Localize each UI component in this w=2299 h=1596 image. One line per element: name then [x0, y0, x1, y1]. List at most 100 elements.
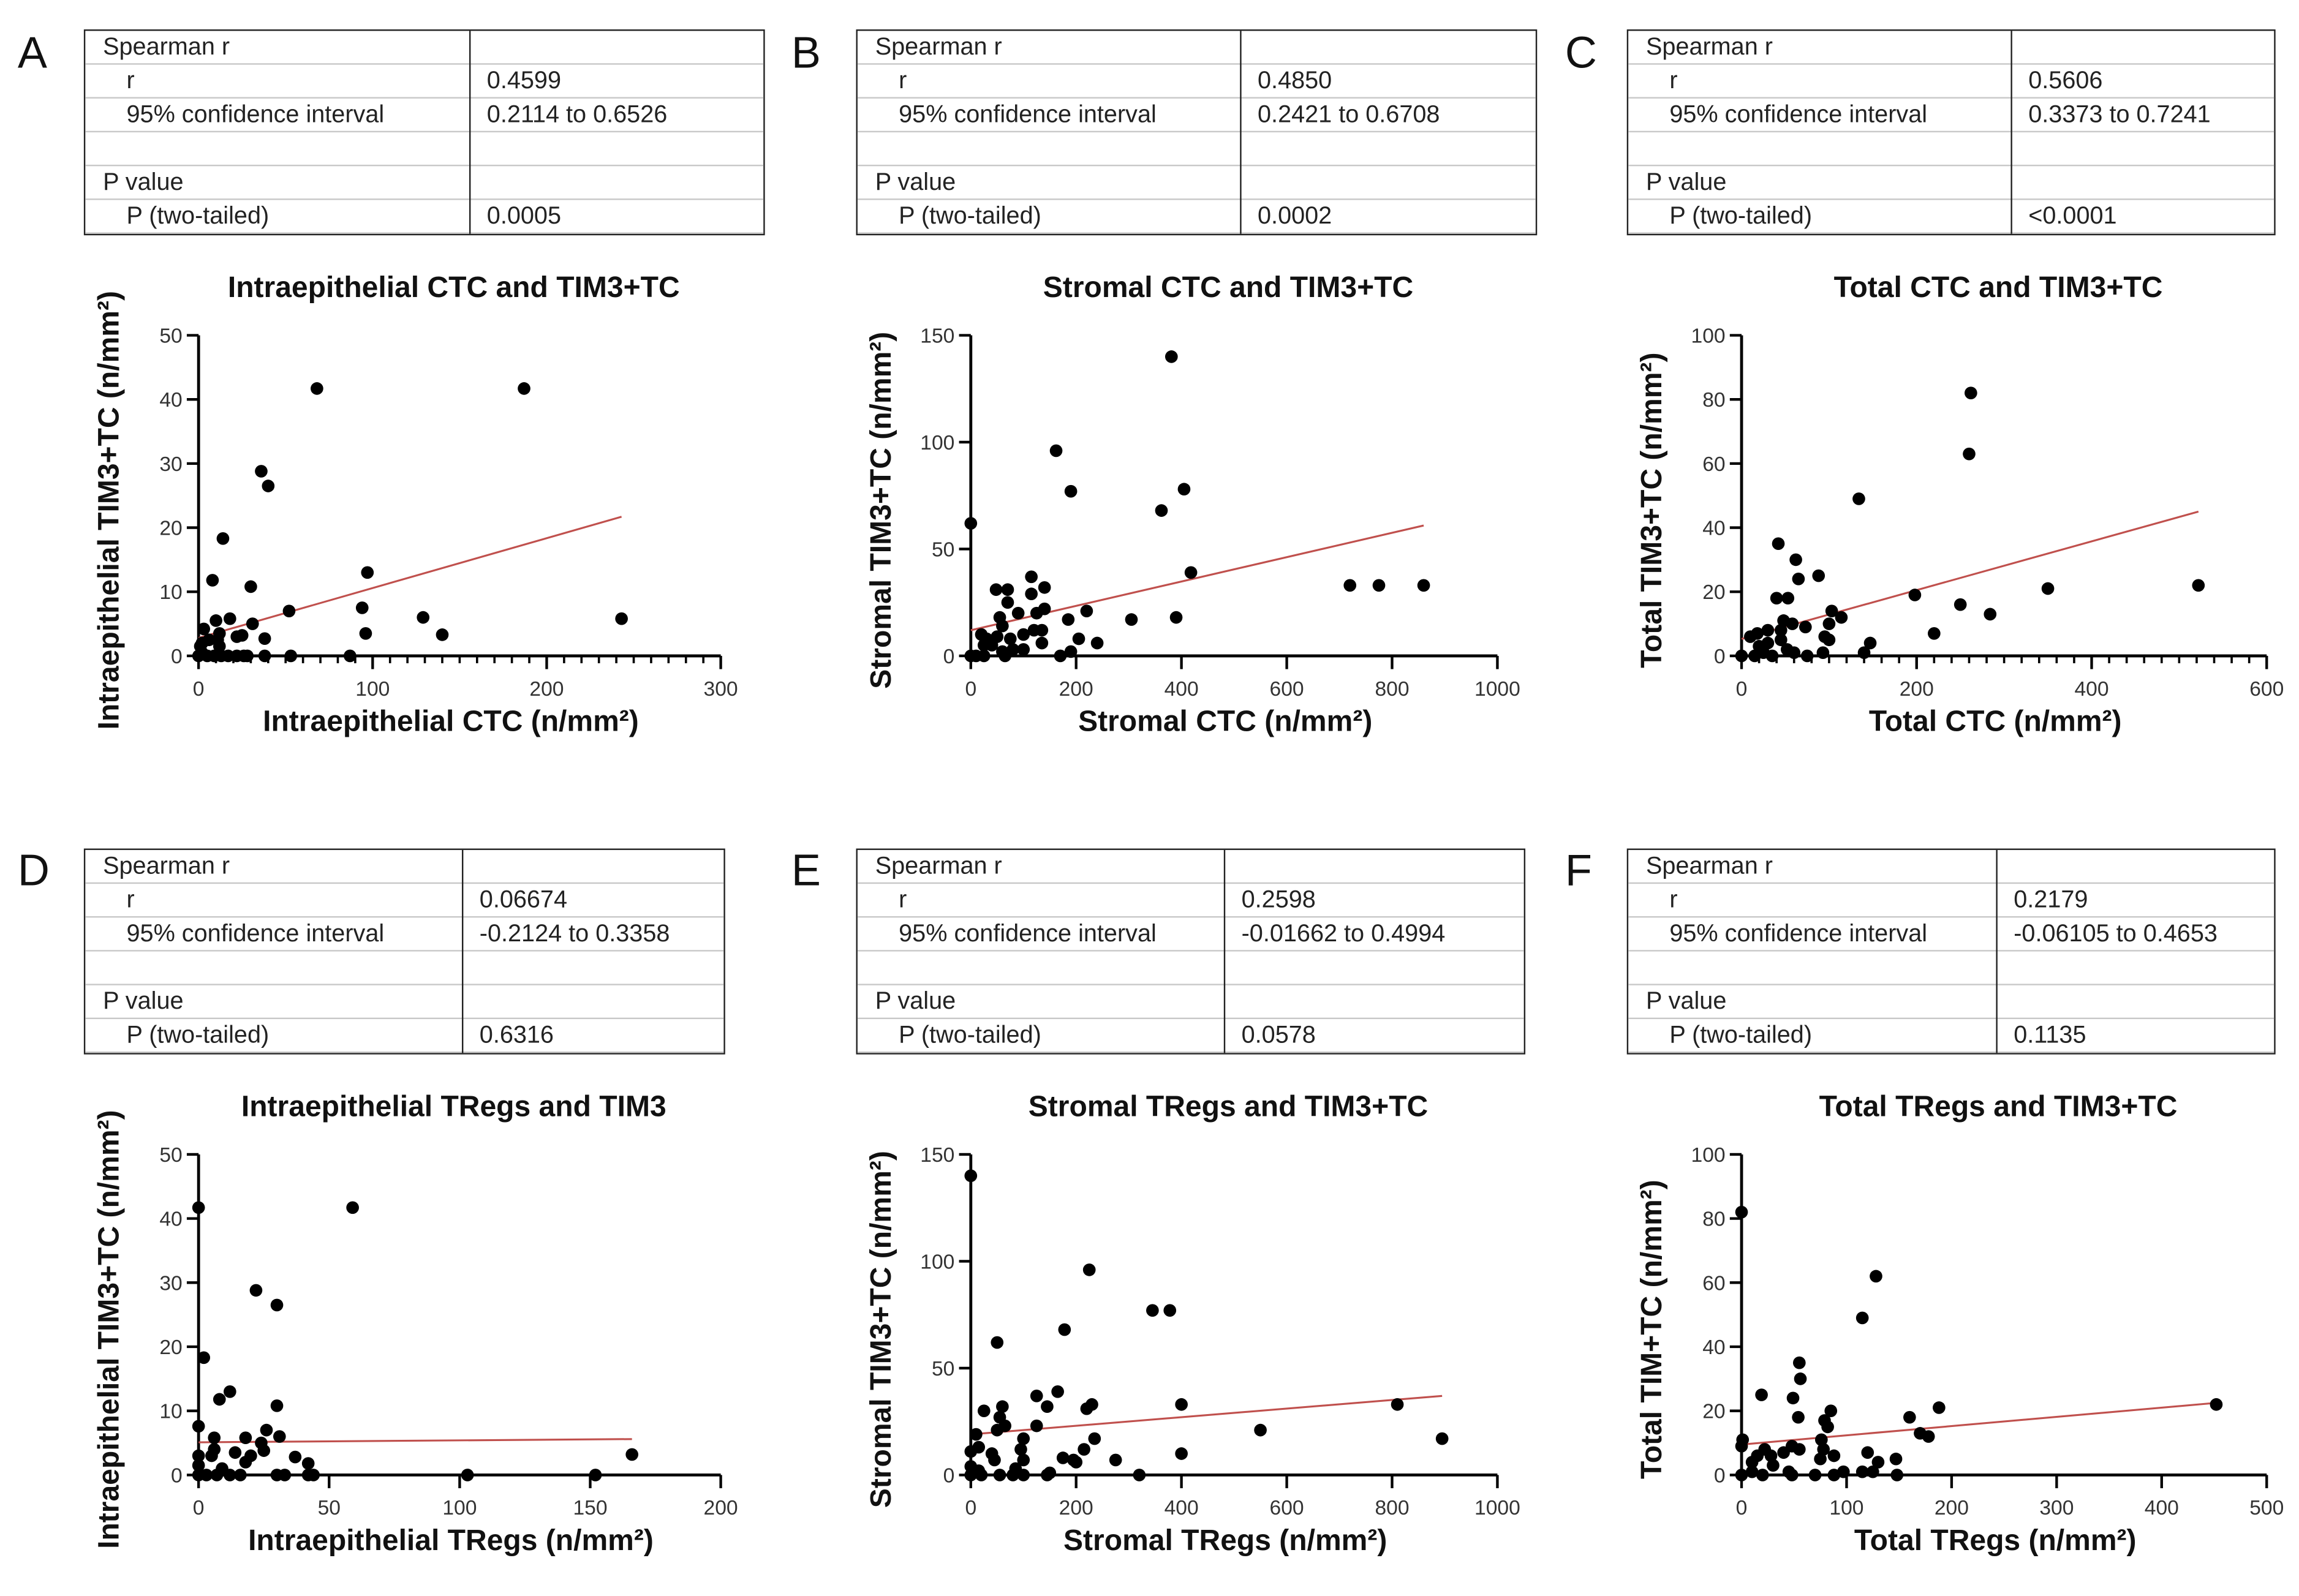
y-axis-label: Stromal TIM3+TC (n/mm²): [866, 331, 898, 689]
data-point: [625, 1448, 639, 1461]
data-point: [1963, 447, 1976, 461]
data-point: [1748, 649, 1761, 663]
data-point: [258, 649, 271, 663]
y-tick-label: 150: [920, 325, 954, 347]
data-point: [998, 1419, 1011, 1432]
data-point: [1072, 632, 1085, 646]
data-point: [244, 1449, 257, 1462]
stats-row: r 0.4599: [85, 65, 764, 99]
y-tick-label: 30: [159, 453, 182, 476]
stats-value: 0.2179: [2014, 886, 2088, 914]
data-point: [985, 639, 998, 652]
regression-line: [970, 1395, 1443, 1436]
data-point: [202, 633, 216, 647]
stats-label: r: [126, 886, 135, 914]
data-point: [2041, 582, 2055, 595]
y-axis-label: Intraepithelial TIM3+TC (n/mm²): [93, 1110, 126, 1549]
stats-value: 0.0005: [486, 203, 561, 230]
x-tick-label: 300: [2039, 1497, 2074, 1519]
data-point: [1863, 636, 1877, 650]
stats-label: Spearman r: [1645, 34, 1773, 61]
data-point: [1890, 1469, 1904, 1481]
stats-row: Spearman r: [857, 850, 1524, 884]
data-point: [344, 649, 357, 663]
data-point: [1169, 611, 1183, 624]
x-tick-label: 400: [2145, 1497, 2179, 1519]
stats-row: P (two-tailed) 0.0578: [857, 1019, 1524, 1053]
y-tick-label: 60: [1702, 1272, 1725, 1295]
y-tick-label: 20: [1702, 581, 1725, 604]
data-point: [1009, 1462, 1022, 1475]
x-tick-label: 200: [1059, 1497, 1093, 1519]
spearman-stats-table: Spearman r r 0.2179 95% confidence interval…: [1626, 848, 2276, 1055]
data-point: [972, 1440, 986, 1454]
stats-label: Spearman r: [103, 853, 230, 879]
data-point: [998, 649, 1011, 663]
data-point: [2192, 579, 2205, 592]
data-point: [589, 1469, 602, 1481]
data-point: [1041, 1469, 1054, 1481]
data-point: [1090, 636, 1104, 650]
chart-title: Stromal TRegs and TIM3+TC: [1028, 1091, 1429, 1124]
data-point: [235, 629, 249, 642]
data-point: [1146, 1304, 1159, 1317]
y-tick-label: 10: [159, 1401, 182, 1423]
data-point: [1343, 579, 1357, 592]
data-point: [1088, 1432, 1101, 1445]
data-point: [258, 632, 271, 645]
data-point: [1764, 1449, 1778, 1462]
data-point: [249, 1284, 263, 1297]
y-tick-label: 50: [932, 1358, 954, 1380]
data-point: [1761, 623, 1775, 637]
stats-value: 0.6316: [479, 1022, 554, 1049]
data-point: [1736, 1433, 1750, 1447]
data-point: [1751, 1449, 1764, 1462]
data-point: [214, 649, 228, 663]
data-point: [1785, 1469, 1799, 1481]
stats-value: 0.2114 to 0.6526: [486, 101, 668, 128]
data-point: [262, 480, 275, 492]
data-point: [301, 1457, 315, 1470]
panel-letter: D: [17, 847, 50, 896]
x-tick-label: 0: [1736, 678, 1748, 701]
data-point: [1765, 649, 1779, 663]
data-point: [993, 1469, 1006, 1481]
data-point: [1064, 484, 1078, 498]
data-point: [222, 649, 235, 663]
data-point: [311, 382, 323, 395]
data-point: [270, 1399, 284, 1412]
data-point: [234, 1469, 247, 1481]
panel-letter: A: [17, 29, 47, 78]
data-point: [977, 649, 991, 663]
column-divider: [469, 31, 471, 234]
data-point: [1006, 1469, 1019, 1481]
data-point: [213, 1393, 226, 1406]
data-point: [975, 628, 988, 641]
y-axis-label: Total TIM3+TC (n/mm²): [1636, 352, 1669, 668]
data-point: [1789, 553, 1802, 567]
stats-label: r: [899, 886, 907, 914]
data-point: [1175, 1447, 1188, 1460]
panel-letter: E: [791, 847, 821, 896]
spearman-stats-table: Spearman r r 0.4850 95% confidence interval…: [856, 29, 1538, 236]
data-point: [991, 1423, 1004, 1437]
stats-label: P (two-tailed): [899, 1022, 1041, 1049]
data-point: [216, 532, 230, 545]
data-point: [1855, 1465, 1869, 1478]
x-tick-label: 0: [965, 678, 976, 701]
data-point: [1735, 1439, 1748, 1453]
y-axis-label: Stromal TIM3+TC (n/mm²): [866, 1151, 898, 1508]
data-point: [1751, 627, 1764, 640]
data-point: [1933, 1401, 1946, 1414]
data-point: [1777, 1446, 1790, 1459]
y-tick-label: 20: [1702, 1401, 1725, 1423]
data-point: [195, 646, 209, 660]
stats-value: -0.2124 to 0.3358: [479, 920, 670, 947]
stats-label: 95% confidence interval: [1669, 920, 1928, 947]
data-point: [211, 633, 224, 647]
y-tick-label: 0: [1714, 646, 1726, 668]
data-point: [1435, 1432, 1449, 1445]
